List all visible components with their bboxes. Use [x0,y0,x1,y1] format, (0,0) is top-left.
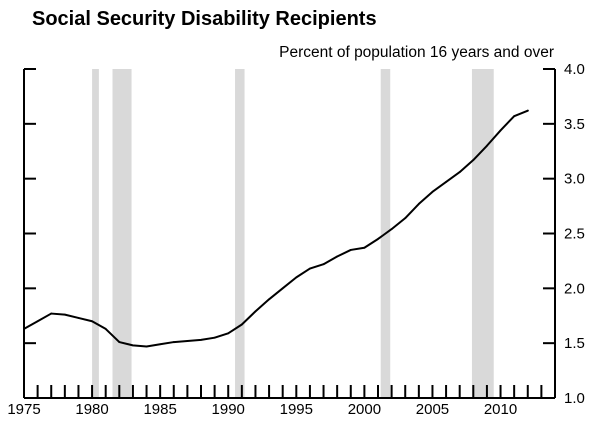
data-point-1976 [36,320,39,323]
data-point-2009 [486,144,488,147]
data-point-1990 [227,332,230,335]
data-point-1995 [295,276,298,279]
data-point-1979 [77,317,80,319]
recession-band-2 [112,69,132,398]
data-point-2004 [417,202,420,205]
data-point-1987 [186,340,189,342]
series-line-1 [23,109,529,348]
x-tick-label-2000: 2000 [348,401,381,418]
chart-axes [23,68,556,399]
y-tick-label-1.0: 1.0 [564,390,585,407]
data-point-1996 [309,267,311,270]
y-tick-label-3.0: 3.0 [564,171,585,188]
chart-title: Social Security Disability Recipients [32,8,377,30]
data-point-2003 [404,217,407,220]
data-point-1998 [336,255,339,258]
y-tick-label-2.5: 2.5 [564,226,585,243]
recession-band-5 [471,69,494,398]
recession-band-3 [235,69,245,398]
data-point-1980 [91,320,93,323]
data-point-1978 [63,313,66,316]
data-point-1975 [23,328,25,330]
data-point-1981 [104,328,107,330]
data-point-2007 [458,171,461,173]
data-point-1977 [50,312,53,315]
data-point-1993 [268,298,270,301]
data-point-2001 [377,238,379,240]
x-tick-label-2010: 2010 [484,401,517,418]
recession-band-1 [92,69,99,398]
data-point-1982 [118,341,121,343]
data-point-2008 [472,159,475,161]
data-point-1991 [240,323,243,326]
data-point-1992 [254,310,257,313]
x-tick-label-1995: 1995 [280,401,313,418]
data-point-2006 [445,181,447,183]
data-point-2010 [499,129,502,132]
data-point-1984 [145,345,148,348]
data-point-1986 [172,341,175,343]
x-tick-label-1990: 1990 [212,401,245,418]
y-tick-label-3.5: 3.5 [564,116,585,133]
data-point-1983 [132,344,134,347]
data-point-2002 [390,228,393,231]
data-point-1999 [349,249,352,251]
chart-subtitle: Percent of population 16 years and over [279,44,554,61]
data-series [23,109,529,348]
data-point-2000 [363,246,366,249]
tick-labels: 1975 1980 1985 1990 1995 2000 2005 2010 1.0 1.5 2.… [7,61,585,418]
data-point-1989 [213,336,216,339]
data-point-2012 [526,109,529,112]
data-point-1994 [281,287,284,290]
data-point-1985 [159,343,162,346]
y-tick-label-1.5: 1.5 [564,335,585,352]
data-point-2005 [431,190,434,193]
y-tick-label-2.0: 2.0 [564,280,585,297]
x-tick-label-2005: 2005 [416,401,449,418]
data-point-2011 [513,115,516,118]
recession-bands [92,69,494,398]
x-tick-label-1985: 1985 [143,401,176,418]
data-point-1988 [200,338,202,341]
x-tick-label-1980: 1980 [75,401,108,418]
data-point-1997 [322,263,325,266]
y-tick-label-4.0: 4.0 [564,61,585,78]
x-tick-label-1975: 1975 [7,401,40,418]
